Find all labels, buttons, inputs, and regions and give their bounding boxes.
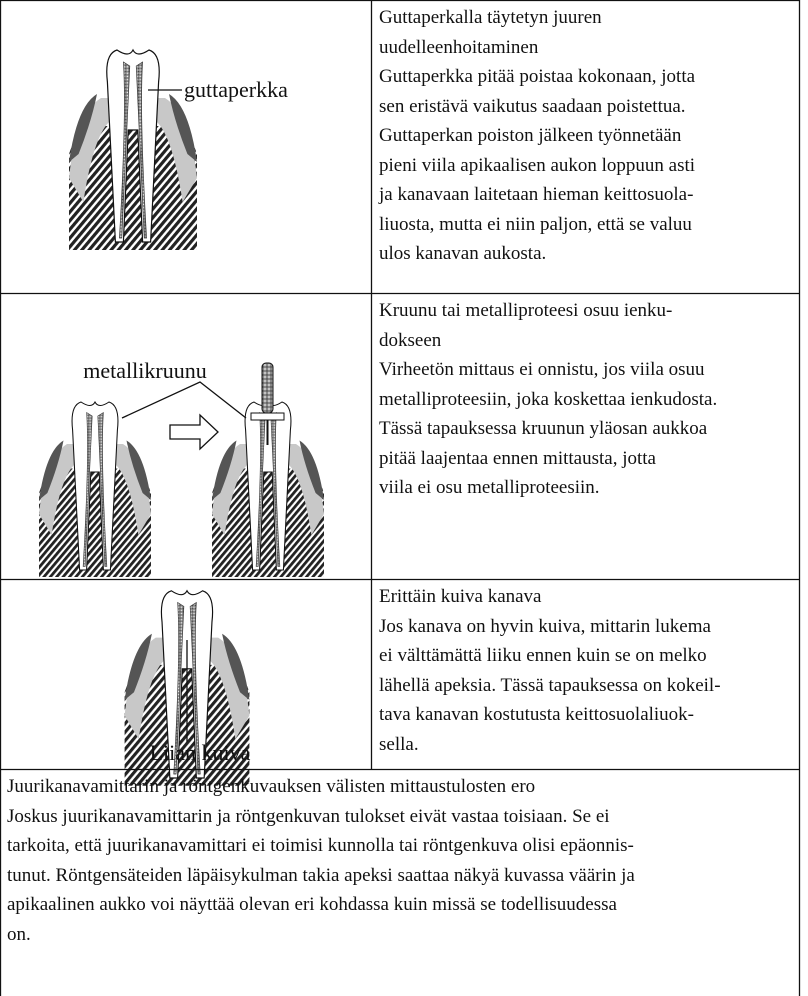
row-body: ei välttämättä liiku ennen kuin se on me… [379,645,707,666]
row-body: pieni viila apikaalisen aukon loppuun as… [379,154,696,176]
figure-label: guttaperkka [184,77,288,102]
row-body: sella. [379,733,419,755]
footer-body: tarkoita, että juurikanavamittari ei toi… [7,835,634,856]
footer-body: Joskus juurikanavamittarin ja röntgenkuv… [7,805,610,827]
row-body: ulos kanavan aukosta. [379,243,547,264]
footer-body: apikaalinen aukko voi näyttää olevan eri… [7,894,617,915]
row-body: viila ei osu metalliproteesiin. [379,477,600,498]
row-title: dokseen [379,329,442,351]
row-body: Guttaperkka pitää poistaa kokonaan, jott… [379,66,696,87]
figure-label: metallikruunu [83,358,206,383]
row-body: lähellä apeksia. Tässä tapauksessa on ko… [379,674,721,696]
row-title: Erittäin kuiva kanava [379,586,542,607]
footer-title: Juurikanavamittarin ja röntgenkuvauksen … [7,776,536,797]
figure-label: Liian kuiva [150,740,251,765]
row-body: liuosta, mutta ei niin paljon, että se v… [379,213,692,235]
row-body: tava kanavan kostutusta keittosuolaliuok… [379,704,695,725]
row-title: Kruunu tai metalliproteesi osuu ienku- [379,300,673,321]
row-body: pitää laajentaa ennen mittausta, jotta [379,447,656,469]
row-body: Guttaperkan poiston jälkeen työnnetään [379,125,682,146]
row-body: metalliproteesiin, joka koskettaa ienkud… [379,388,718,410]
footer-body: on. [7,923,31,945]
file-handle [261,362,274,414]
row-title: uudelleenhoitaminen [379,36,539,58]
row-body: sen eristävä vaikutus saadaan poistettua… [379,95,686,117]
row-body: Tässä tapauksessa kruunun yläosan aukkoa [379,418,708,439]
row-title: Guttaperkalla täytetyn juuren [379,7,602,28]
tooth-illustration [38,401,152,578]
row-body: ja kanavaan laitetaan hieman keittosuola… [379,184,694,205]
file-stopper [250,412,285,421]
tooth-illustration [68,49,198,251]
pointer-line [121,381,247,419]
arrow [169,413,219,451]
row-body: Virheetön mittaus ei onnistu, jos viila … [379,359,705,380]
row-body: Jos kanava on hyvin kuiva, mittarin luke… [379,615,711,637]
footer-body: tunut. Röntgensäteiden läpäisykulman tak… [7,864,635,886]
